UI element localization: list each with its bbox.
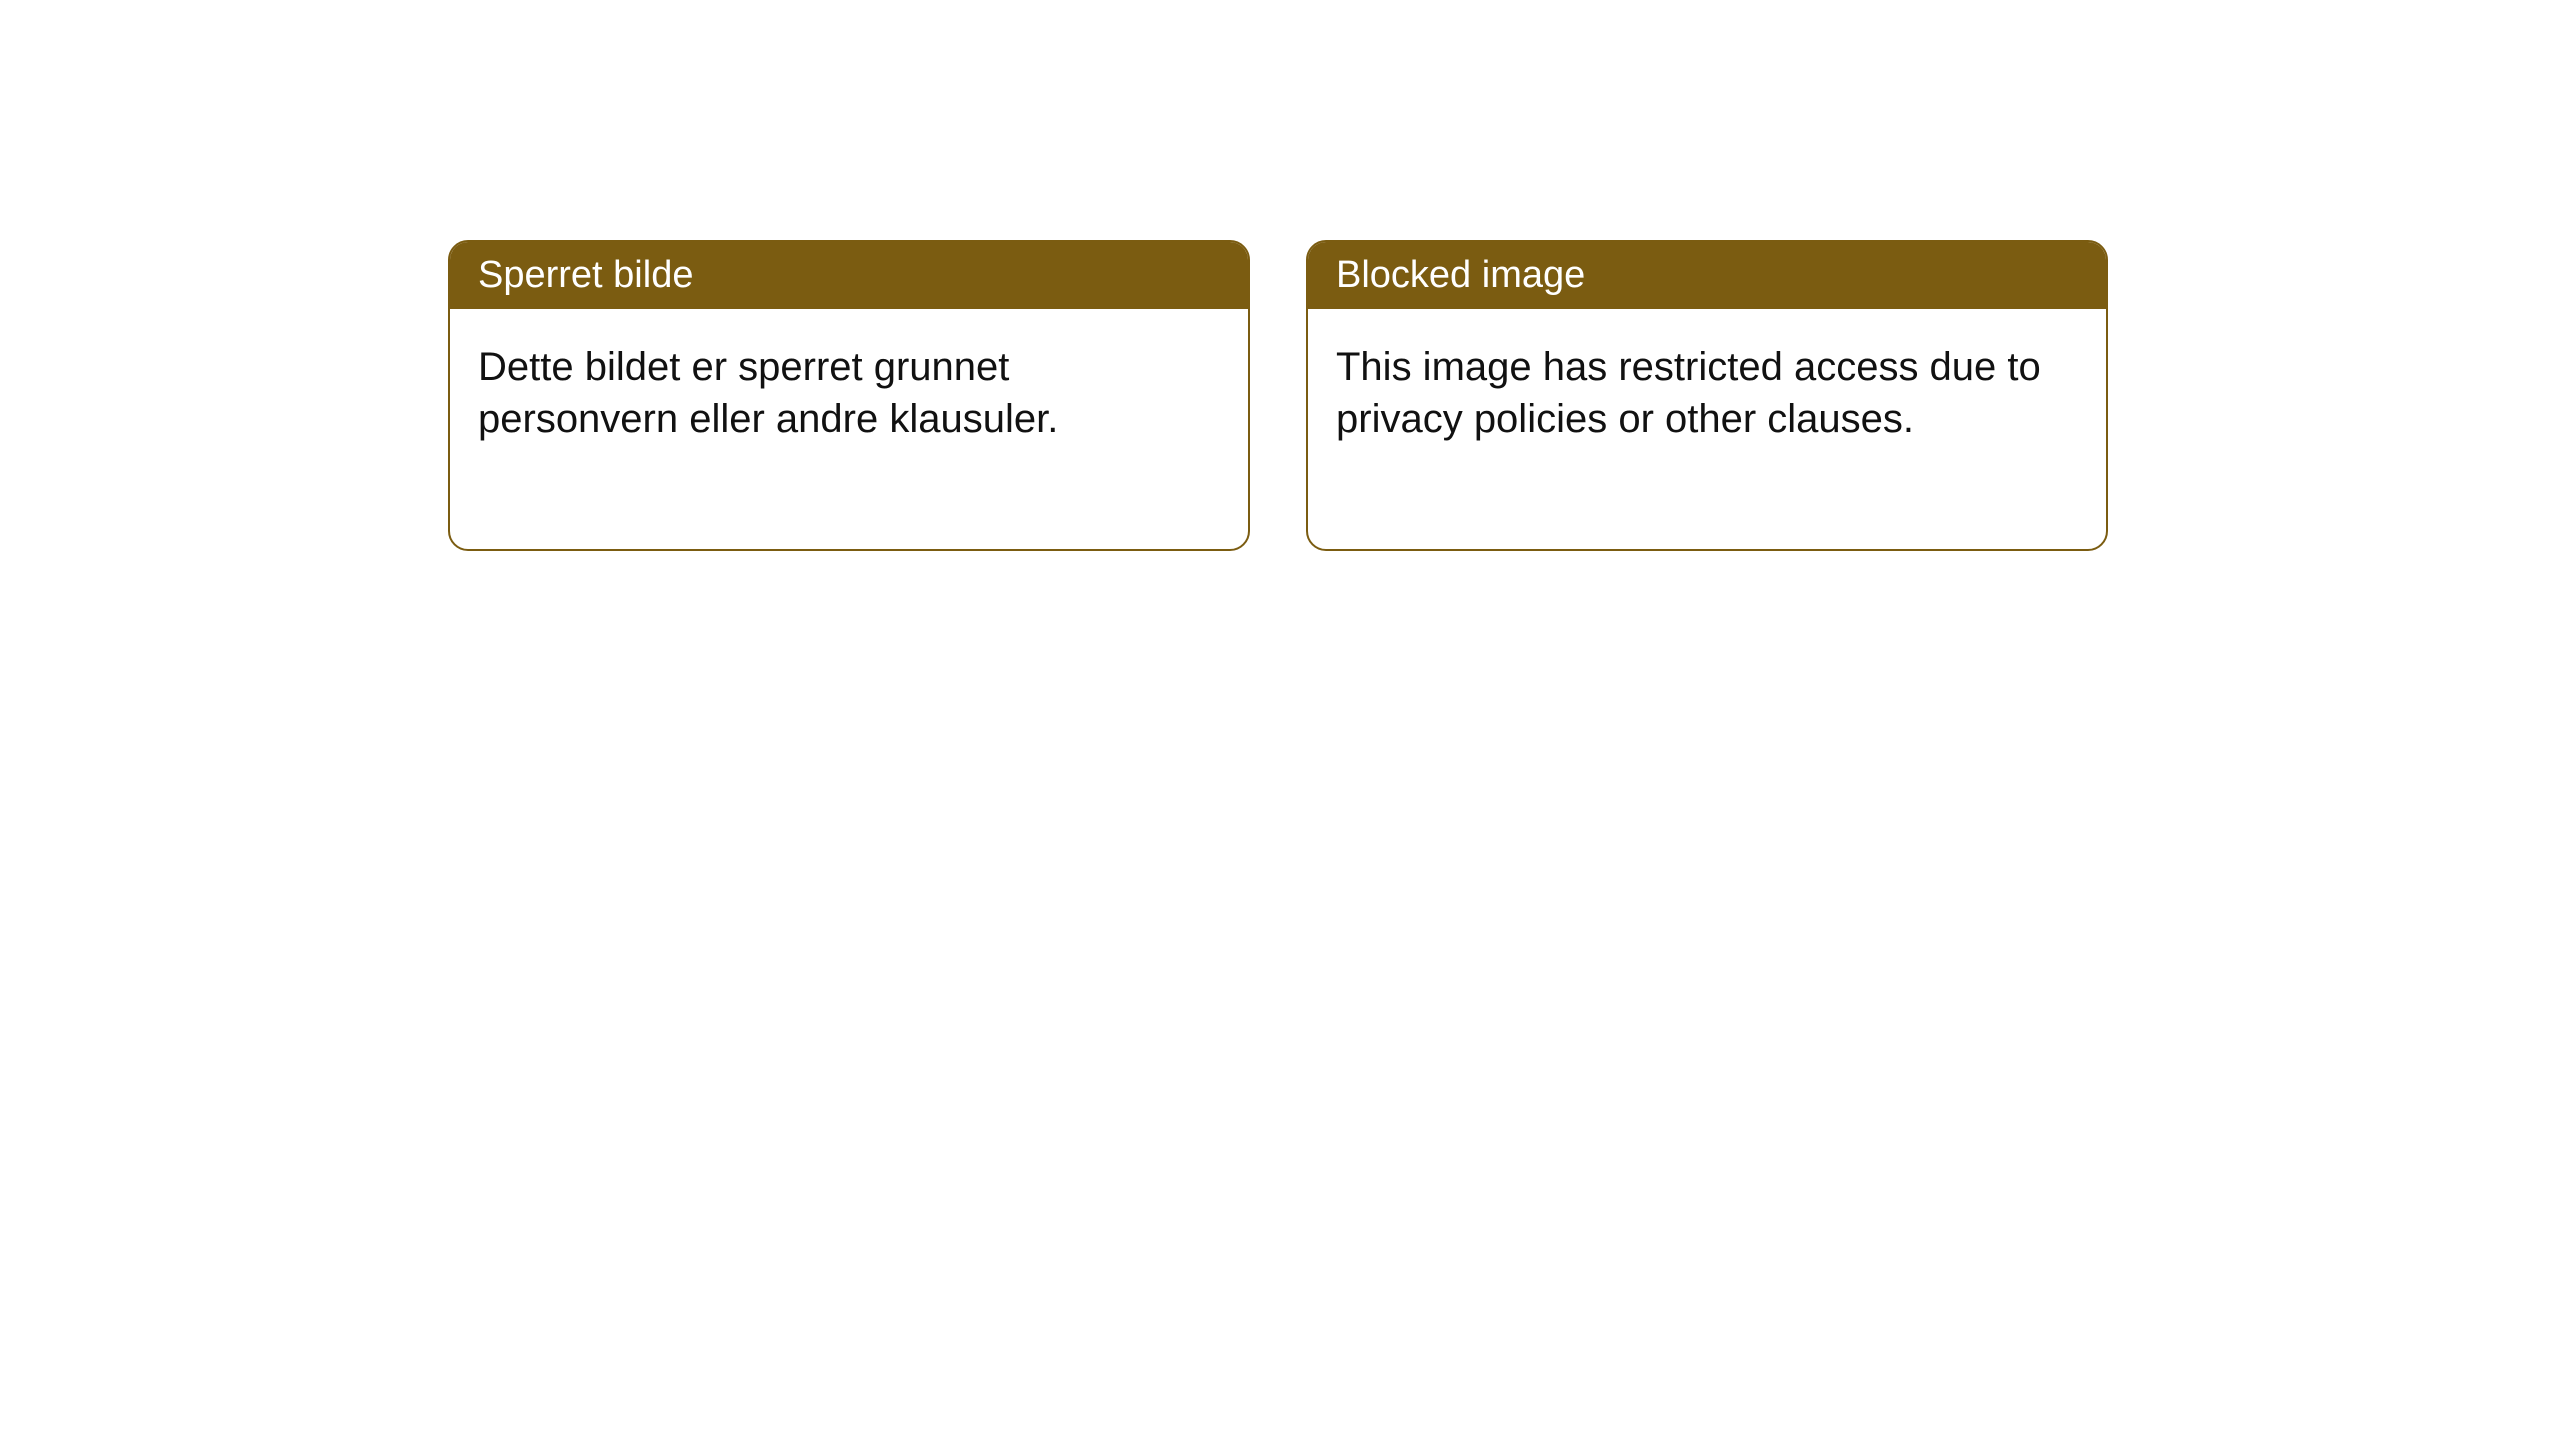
- notice-card-body: This image has restricted access due to …: [1308, 309, 2106, 549]
- notice-card-title: Blocked image: [1308, 242, 2106, 309]
- notice-card-english: Blocked image This image has restricted …: [1306, 240, 2108, 551]
- notice-card-row: Sperret bilde Dette bildet er sperret gr…: [0, 0, 2560, 551]
- notice-card-title: Sperret bilde: [450, 242, 1248, 309]
- notice-card-body: Dette bildet er sperret grunnet personve…: [450, 309, 1248, 549]
- notice-card-norwegian: Sperret bilde Dette bildet er sperret gr…: [448, 240, 1250, 551]
